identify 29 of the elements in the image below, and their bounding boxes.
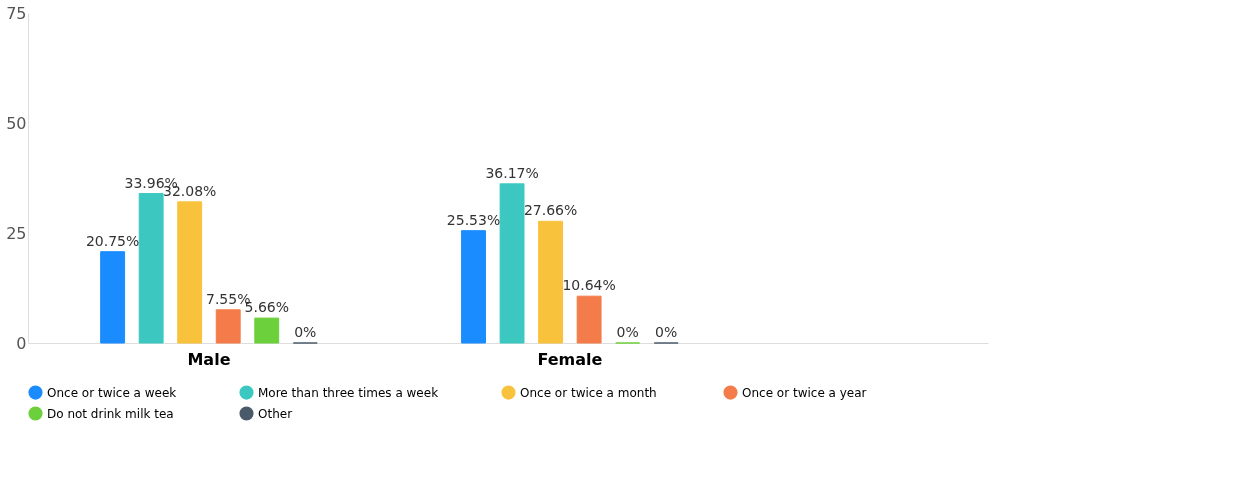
data-label: 25.53% xyxy=(446,211,501,228)
y-tick-label: 0 xyxy=(16,333,27,353)
x-tick-label: Male xyxy=(187,349,231,369)
legend-label: Once or twice a year xyxy=(742,385,867,400)
legend-label: Other xyxy=(258,406,293,421)
data-label: 0% xyxy=(294,324,317,340)
bar xyxy=(576,295,602,344)
y-tick-label: 25 xyxy=(6,223,27,243)
legend-label: Do not drink milk tea xyxy=(47,406,174,421)
bar xyxy=(177,201,203,344)
bar xyxy=(254,317,280,344)
data-label: 20.75% xyxy=(85,232,140,249)
data-label: 27.66% xyxy=(523,202,578,219)
x-tick-label: Female xyxy=(537,349,603,369)
legend-label: Once or twice a month xyxy=(520,385,657,400)
data-label: 0% xyxy=(616,324,639,340)
data-label: 0% xyxy=(655,324,678,340)
data-label: 10.64% xyxy=(562,277,616,294)
bar xyxy=(215,309,241,344)
y-tick-label: 75 xyxy=(6,3,27,23)
data-label: 36.17% xyxy=(485,164,539,181)
legend-label: More than three times a week xyxy=(258,385,439,400)
legend-label: Once or twice a week xyxy=(47,385,177,400)
y-tick-label: 50 xyxy=(6,113,27,133)
bar xyxy=(461,230,486,344)
bar xyxy=(138,193,164,344)
bar xyxy=(538,220,564,344)
bar xyxy=(499,183,525,344)
bar xyxy=(100,251,126,344)
